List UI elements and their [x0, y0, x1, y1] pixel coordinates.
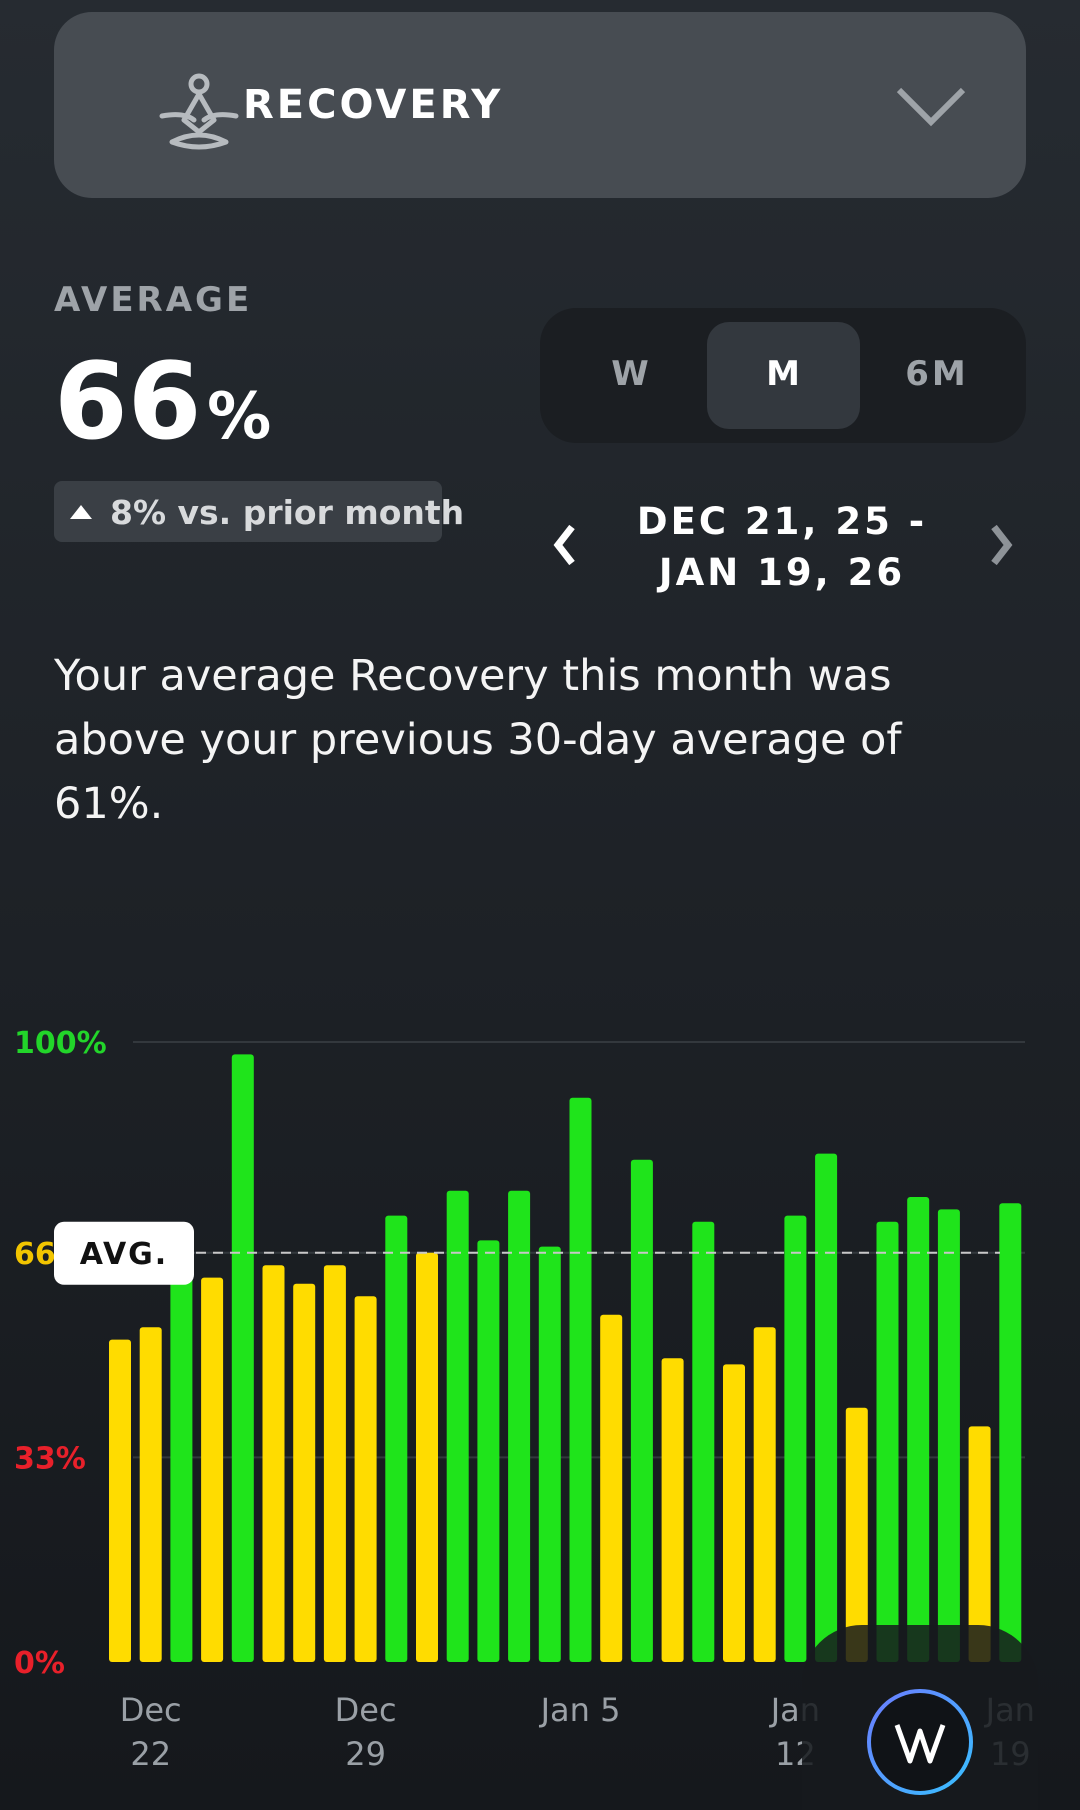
range-option[interactable]: 6M: [905, 354, 969, 394]
stat-value-group: 66 %: [54, 340, 271, 463]
bar: [416, 1252, 438, 1662]
bar: [231, 1054, 254, 1662]
bar: [661, 1358, 684, 1662]
range-selector: W M 6M: [540, 308, 1026, 443]
y-tick-label: 33%: [14, 1441, 86, 1476]
bar: [692, 1221, 715, 1662]
next-arrow[interactable]: [986, 522, 1016, 568]
bar: [354, 1296, 377, 1662]
change-badge: 8% vs. prior month: [54, 481, 464, 542]
bar: [630, 1159, 653, 1662]
y-tick-label: 100%: [14, 1026, 107, 1061]
prev-arrow[interactable]: [550, 522, 580, 568]
average-badge: [54, 1221, 194, 1285]
metric-dropdown[interactable]: RECOVERY: [54, 12, 1026, 198]
bar: [968, 1426, 991, 1662]
summary-text: Your average Recovery this month was abo…: [54, 651, 902, 829]
y-tick-label: 0%: [14, 1646, 65, 1681]
dropdown-chevron: [896, 87, 966, 127]
bar: [815, 1153, 838, 1662]
bar: [109, 1339, 131, 1662]
bar: [845, 1407, 868, 1662]
bar: [784, 1215, 807, 1662]
bar: [538, 1246, 561, 1662]
bar: [139, 1327, 162, 1662]
bar: [907, 1197, 930, 1662]
x-tick-label: Dec 29: [334, 1691, 397, 1773]
bar: [600, 1314, 623, 1662]
bar: [569, 1097, 592, 1662]
y-tick-label: 66: [14, 1237, 56, 1272]
bar: [937, 1209, 960, 1662]
bar: [201, 1277, 224, 1662]
bar: [323, 1265, 346, 1662]
recovery-icon: [159, 73, 239, 150]
bar: [170, 1240, 193, 1662]
bar: [999, 1203, 1022, 1662]
stat-unit: %: [207, 380, 272, 454]
metric-title: RECOVERY: [243, 82, 504, 128]
x-tick-label: Jan 5: [540, 1691, 621, 1729]
bar: [446, 1190, 469, 1662]
bar: [262, 1265, 285, 1662]
bar: [508, 1190, 531, 1662]
date-range: DEC 21, 25 - JAN 19, 26: [636, 500, 928, 594]
bar: [293, 1283, 316, 1662]
bar: [385, 1215, 408, 1662]
average-label: AVG.: [80, 1237, 168, 1272]
bar: [753, 1327, 776, 1662]
range-option-selected[interactable]: M: [766, 354, 800, 394]
stat-value: 66: [54, 340, 202, 463]
bar: [723, 1364, 745, 1662]
bar: [876, 1221, 899, 1662]
fab-button[interactable]: [865, 1687, 975, 1797]
x-tick-label: Dec 22: [119, 1691, 182, 1773]
change-text: 8% vs. prior month: [110, 493, 465, 532]
stat-label: AVERAGE: [54, 280, 253, 320]
up-triangle: [70, 505, 92, 519]
bar: [477, 1240, 500, 1662]
selected-range-bg: [707, 322, 860, 429]
range-option[interactable]: W: [611, 354, 649, 394]
